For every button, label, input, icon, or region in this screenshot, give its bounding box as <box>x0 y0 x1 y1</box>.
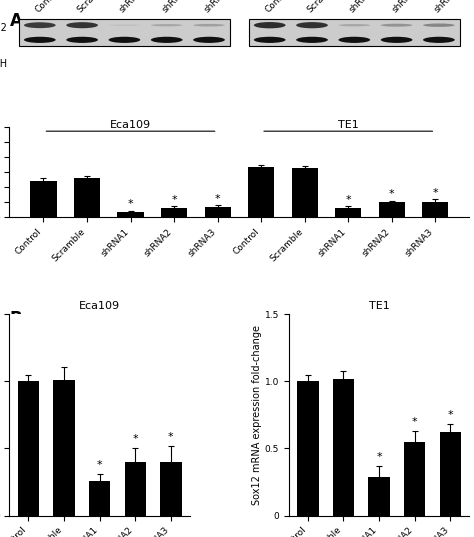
Bar <box>18 381 39 516</box>
Ellipse shape <box>109 24 140 26</box>
Bar <box>30 181 56 217</box>
Bar <box>297 381 319 516</box>
Ellipse shape <box>24 37 55 43</box>
Text: *: * <box>97 460 102 470</box>
Bar <box>160 462 182 516</box>
Text: *: * <box>215 194 220 204</box>
Text: *: * <box>128 199 133 209</box>
Text: shRNA1: shRNA1 <box>118 0 149 14</box>
Text: *: * <box>447 410 453 420</box>
Bar <box>161 208 187 217</box>
Text: shRNA3: shRNA3 <box>203 0 234 14</box>
Text: GAPDH: GAPDH <box>0 60 7 69</box>
Text: TE1: TE1 <box>338 120 359 129</box>
Ellipse shape <box>254 37 285 43</box>
Bar <box>53 380 75 516</box>
Ellipse shape <box>296 22 328 28</box>
Text: Control: Control <box>34 0 63 14</box>
Text: *: * <box>171 195 177 205</box>
Ellipse shape <box>151 37 182 43</box>
Bar <box>404 441 426 516</box>
Ellipse shape <box>338 37 370 43</box>
Ellipse shape <box>381 37 412 43</box>
Ellipse shape <box>66 22 98 28</box>
Text: *: * <box>132 434 138 444</box>
Text: *: * <box>432 188 438 198</box>
Text: shRNA2: shRNA2 <box>160 0 191 14</box>
Bar <box>368 477 390 516</box>
Bar <box>89 481 110 516</box>
Bar <box>74 178 100 217</box>
Bar <box>118 212 144 217</box>
Text: *: * <box>346 195 351 205</box>
Text: *: * <box>376 452 382 462</box>
Text: *: * <box>168 432 173 441</box>
Text: shRNA2: shRNA2 <box>390 0 421 14</box>
Ellipse shape <box>193 37 225 43</box>
Bar <box>440 432 461 516</box>
Bar <box>248 19 460 46</box>
Ellipse shape <box>296 37 328 43</box>
Title: TE1: TE1 <box>369 301 390 310</box>
Ellipse shape <box>66 37 98 43</box>
Text: Scramble: Scramble <box>76 0 112 14</box>
Text: Sox12: Sox12 <box>0 24 7 33</box>
Text: A: A <box>9 12 22 30</box>
Text: shRNA1: shRNA1 <box>348 0 379 14</box>
Bar <box>335 208 361 217</box>
Bar <box>422 202 448 217</box>
Text: Eca109: Eca109 <box>110 120 151 129</box>
Bar <box>18 19 230 46</box>
Bar <box>333 379 354 516</box>
Ellipse shape <box>381 24 412 27</box>
Bar <box>248 167 274 217</box>
Ellipse shape <box>109 37 140 43</box>
Text: *: * <box>389 190 394 199</box>
Ellipse shape <box>193 24 225 26</box>
Text: Control: Control <box>264 0 293 14</box>
Ellipse shape <box>338 24 370 26</box>
Bar <box>379 202 405 217</box>
Ellipse shape <box>24 22 55 28</box>
Text: *: * <box>412 417 418 427</box>
Text: B: B <box>9 310 22 328</box>
Ellipse shape <box>254 22 285 28</box>
Ellipse shape <box>151 24 182 26</box>
Bar <box>292 168 318 217</box>
Text: shRNA3: shRNA3 <box>433 0 464 14</box>
Ellipse shape <box>423 37 455 43</box>
Bar <box>125 462 146 516</box>
Text: Scramble: Scramble <box>306 0 342 14</box>
Title: Eca109: Eca109 <box>79 301 120 310</box>
Bar <box>205 207 231 217</box>
Ellipse shape <box>423 24 455 27</box>
Y-axis label: Sox12 mRNA expression fold-change: Sox12 mRNA expression fold-change <box>252 325 262 505</box>
